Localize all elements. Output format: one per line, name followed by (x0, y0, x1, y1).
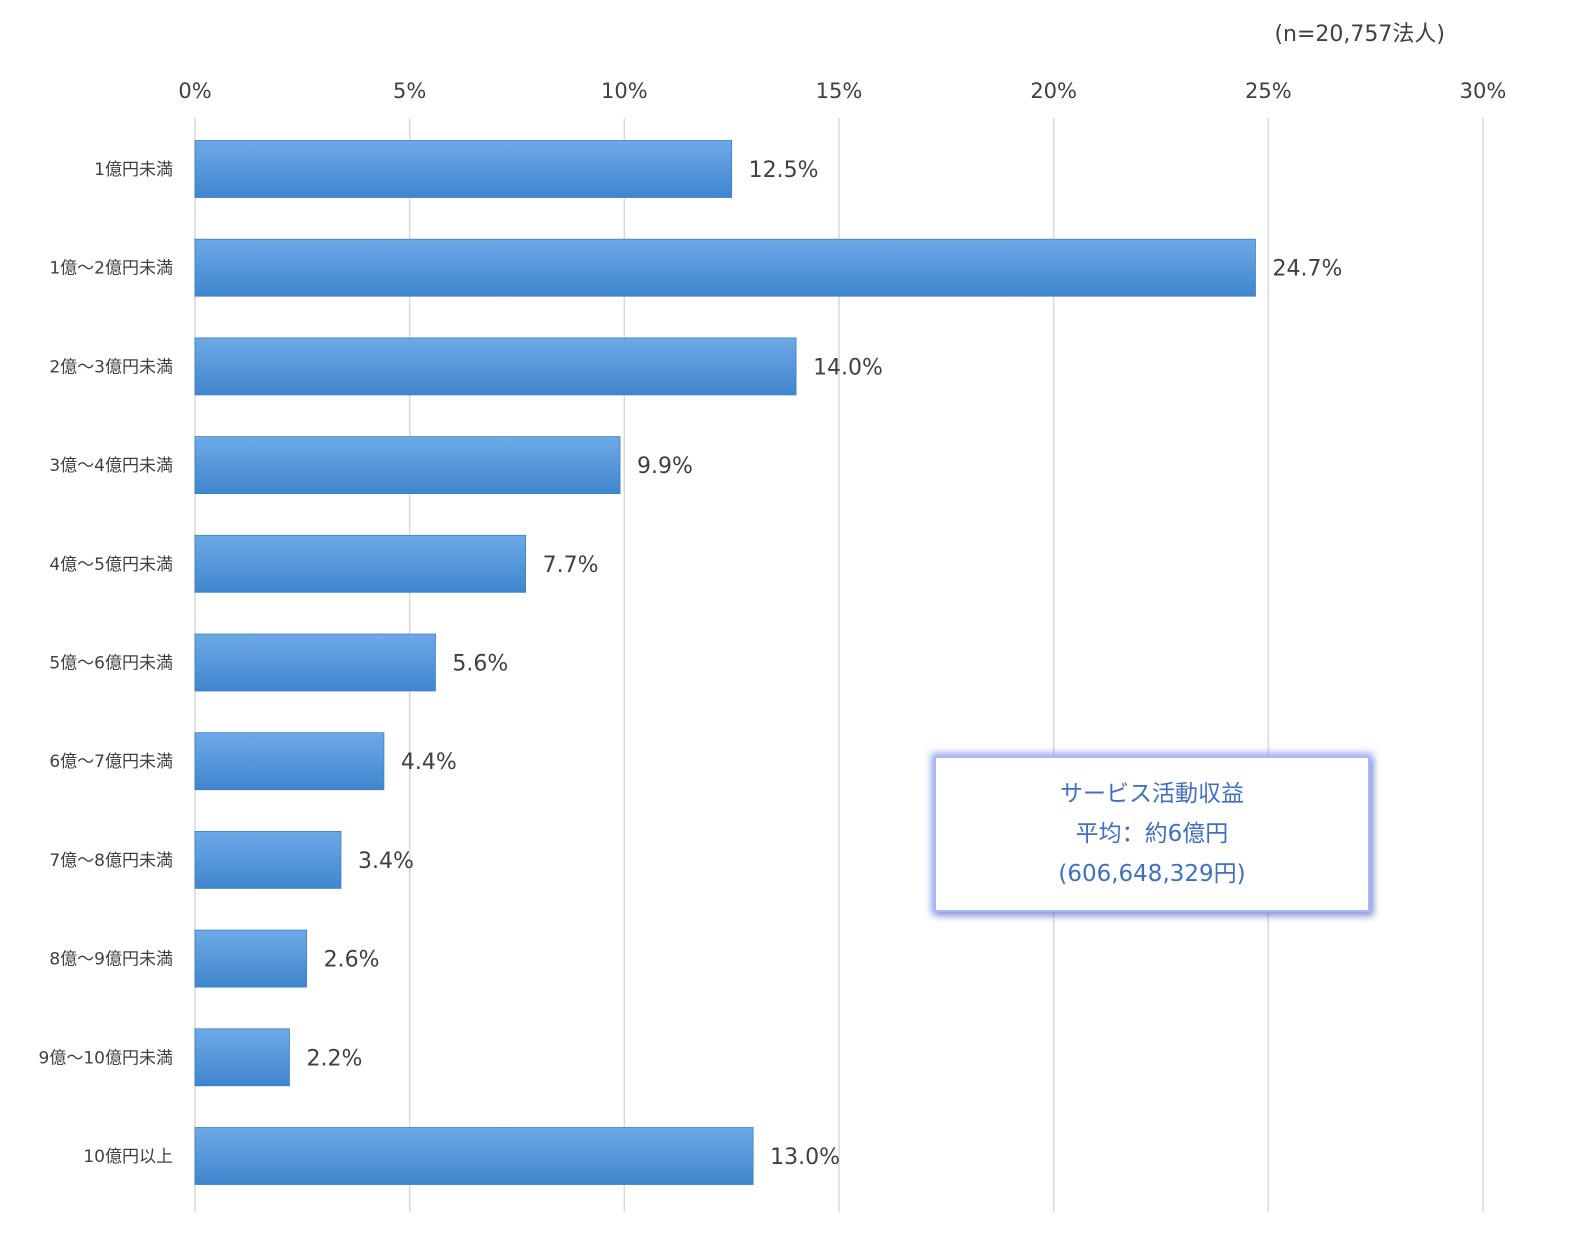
value-label: 2.2% (306, 1046, 362, 1071)
value-label: 2.6% (324, 948, 380, 973)
x-tick-label: 5% (393, 79, 426, 103)
bar (194, 732, 385, 791)
value-label: 9.9% (637, 454, 693, 479)
category-label: 7億～8億円未満 (49, 851, 173, 871)
value-label: 4.4% (401, 750, 457, 775)
category-label: 9億～10億円未満 (39, 1048, 173, 1068)
category-label: 1億円未満 (94, 160, 173, 180)
bar (194, 436, 621, 495)
x-tick-label: 10% (601, 79, 648, 103)
category-label: 3億～4億円未満 (49, 456, 173, 476)
callout-title: サービス活動収益 (1060, 781, 1244, 807)
bar (194, 633, 436, 692)
value-label: 5.6% (452, 652, 508, 677)
bars (194, 140, 1256, 1185)
x-axis-ticks: 0% 5% 10% 15% 20% 25% 30% (178, 79, 1506, 103)
category-label: 4億～5億円未満 (49, 555, 173, 575)
x-tick-label: 15% (816, 79, 863, 103)
bar (194, 534, 526, 593)
bar (194, 1127, 754, 1185)
gridlines (194, 118, 1484, 1212)
bar (194, 238, 1256, 297)
bar (194, 1028, 290, 1087)
category-label: 1億～2億円未満 (49, 259, 173, 279)
value-label: 7.7% (543, 553, 599, 578)
x-tick-label: 25% (1245, 79, 1292, 103)
value-label: 24.7% (1272, 257, 1342, 282)
callout-average: 平均：約6億円 (1075, 821, 1229, 847)
value-label: 3.4% (358, 849, 414, 874)
value-label: 14.0% (813, 355, 883, 380)
bar (194, 140, 733, 198)
average-callout: サービス活動収益 平均：約6億円 (606,648,329円) (934, 756, 1370, 912)
value-label: 13.0% (770, 1145, 840, 1170)
bar (194, 929, 308, 988)
bar (194, 831, 342, 889)
sample-size-note: (n=20,757法人) (1274, 22, 1445, 47)
bar (194, 337, 797, 396)
category-label: 2億～3億円未満 (49, 357, 173, 377)
category-label: 5億～6億円未満 (49, 654, 173, 674)
value-label: 12.5% (749, 158, 819, 183)
category-labels: 1億円未満 1億～2億円未満 2億～3億円未満 3億～4億円未満 4億～5億円未満 5億～… (39, 160, 173, 1167)
category-label: 8億～9億円未満 (49, 950, 173, 970)
x-tick-label: 20% (1030, 79, 1077, 103)
x-tick-label: 30% (1460, 79, 1507, 103)
value-labels: 12.5% 24.7% 14.0% 9.9% 7.7% 5.6% 4.4% 3.4% 2.6% 2… (306, 158, 1342, 1170)
category-label: 6億～7億円未満 (49, 752, 173, 772)
callout-exact-value: (606,648,329円) (1058, 861, 1246, 887)
x-tick-label: 0% (178, 79, 211, 103)
category-label: 10億円以上 (83, 1147, 173, 1167)
